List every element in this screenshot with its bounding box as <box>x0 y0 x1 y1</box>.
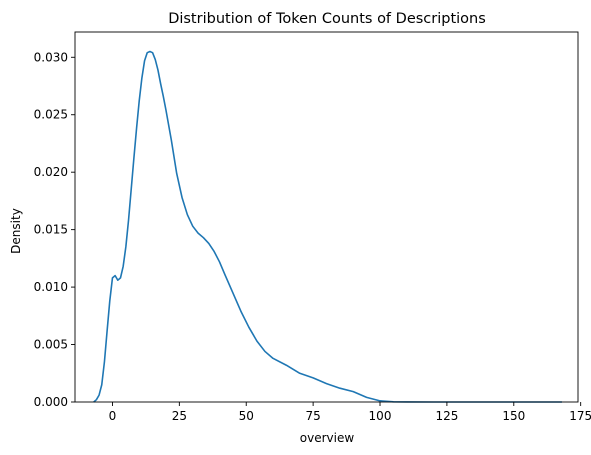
y-axis-label: Density <box>9 208 23 254</box>
x-tick-label: 150 <box>502 409 525 423</box>
x-tick-label: 50 <box>239 409 254 423</box>
y-tick-label: 0.000 <box>34 395 68 409</box>
x-tick-label: 175 <box>569 409 591 423</box>
x-tick-label: 75 <box>305 409 320 423</box>
y-tick-label: 0.025 <box>34 108 68 122</box>
chart-title: Distribution of Token Counts of Descript… <box>168 11 486 27</box>
y-tick-label: 0.030 <box>34 50 68 64</box>
y-tick-label: 0.005 <box>34 338 68 352</box>
plot-frame <box>74 31 579 403</box>
x-tick-label: 100 <box>369 409 392 423</box>
x-tick-label: 25 <box>172 409 187 423</box>
x-axis: 0 25 50 75 100 125 150 175 <box>109 402 591 423</box>
x-tick-label: 0 <box>109 409 117 423</box>
density-line-series-0 <box>93 50 562 403</box>
y-axis: 0.000 0.005 0.010 0.015 0.020 0.025 0.030 <box>34 50 75 409</box>
y-tick-label: 0.015 <box>34 223 68 237</box>
x-axis-label: overview <box>300 431 355 445</box>
y-tick-label: 0.020 <box>34 165 68 179</box>
plot-area <box>93 50 562 403</box>
x-tick-label: 125 <box>435 409 458 423</box>
y-tick-label: 0.010 <box>34 280 68 294</box>
